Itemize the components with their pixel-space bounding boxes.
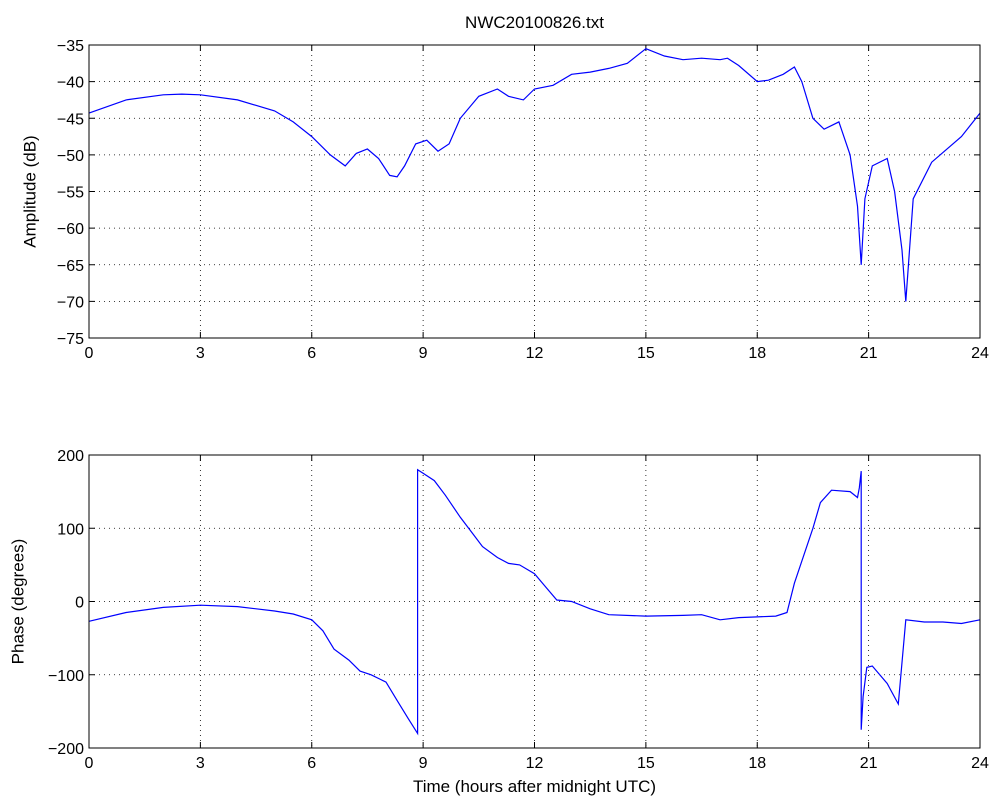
x-tick-label: 21	[860, 345, 878, 362]
phase-ticks: 0 3 6 9 12 15 18 21 24 −200 −100 0 100 200	[48, 448, 989, 772]
x-tick-label: 3	[196, 755, 205, 772]
y-tick-label: 200	[57, 448, 84, 465]
y-tick-label: −65	[57, 258, 84, 275]
x-tick-label: 6	[307, 755, 316, 772]
x-tick-label: 12	[526, 345, 544, 362]
y-tick-label: −45	[57, 111, 84, 128]
phase-y-axis-label: Phase (degrees)	[8, 539, 27, 665]
x-tick-label: 12	[526, 755, 544, 772]
x-tick-label: 24	[971, 755, 989, 772]
x-tick-label: 18	[748, 755, 766, 772]
x-tick-label: 24	[971, 345, 989, 362]
phase-panel: 0 3 6 9 12 15 18 21 24 −200 −100 0 100 200 Phase (deg…	[8, 448, 989, 796]
amplitude-series-line	[88, 48, 981, 302]
y-tick-label: −70	[57, 294, 84, 311]
x-tick-label: 15	[637, 755, 655, 772]
x-tick-label: 0	[85, 755, 94, 772]
phase-grid	[89, 455, 980, 748]
amplitude-y-axis-label: Amplitude (dB)	[20, 135, 39, 247]
y-tick-label: −100	[48, 668, 84, 685]
chart-title: NWC20100826.txt	[465, 13, 604, 32]
x-tick-label: 9	[419, 755, 428, 772]
amplitude-panel: 0 3 6 9 12 15 18 21 24 −75 −70 −65 −60 −55 −50 −45 −40 −3…	[20, 13, 989, 362]
phase-plot-frame	[88, 454, 981, 749]
amplitude-ticks: 0 3 6 9 12 15 18 21 24 −75 −70 −65 −60 −55 −50 −45 −40 −3…	[57, 38, 989, 362]
y-tick-label: 0	[75, 595, 84, 612]
phase-series-line	[88, 468, 981, 736]
y-tick-label: −55	[57, 185, 84, 202]
y-tick-label: 100	[57, 521, 84, 538]
x-tick-label: 15	[637, 345, 655, 362]
x-tick-label: 3	[196, 345, 205, 362]
y-tick-label: −40	[57, 75, 84, 92]
y-tick-label: −200	[48, 741, 84, 758]
amplitude-grid	[89, 45, 980, 338]
y-tick-label: −50	[57, 148, 84, 165]
y-tick-label: −35	[57, 38, 84, 55]
x-tick-label: 9	[419, 345, 428, 362]
amplitude-plot-frame	[88, 44, 981, 339]
x-axis-label: Time (hours after midnight UTC)	[413, 777, 656, 796]
y-tick-label: −60	[57, 221, 84, 238]
x-tick-label: 18	[748, 345, 766, 362]
x-tick-label: 21	[860, 755, 878, 772]
x-tick-label: 0	[85, 345, 94, 362]
x-tick-label: 6	[307, 345, 316, 362]
y-tick-label: −75	[57, 331, 84, 348]
